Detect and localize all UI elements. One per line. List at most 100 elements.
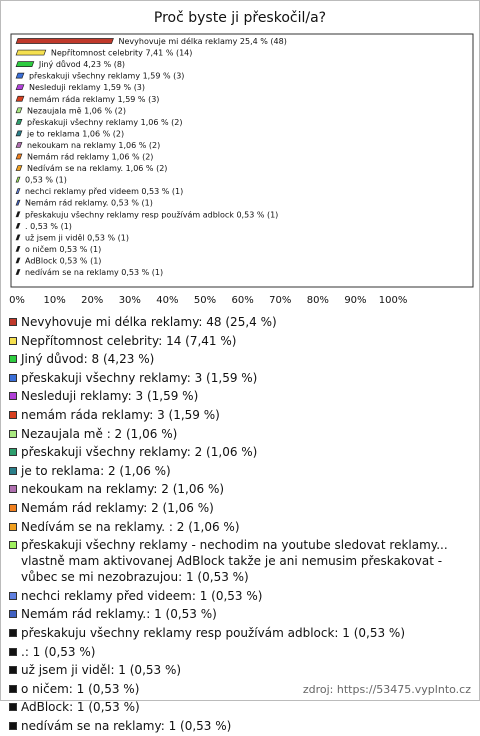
legend-label: AdBlock: 1 (0,53 %)	[21, 700, 140, 715]
legend-label: nekoukam na reklamy: 2 (1,06 %)	[21, 482, 225, 497]
bar	[15, 95, 25, 102]
legend-item: nekoukam na reklamy: 2 (1,06 %)	[9, 481, 471, 497]
bar-label: Nemám rád reklamy. 0,53 % (1)	[25, 199, 153, 208]
x-tick-label: 30%	[119, 295, 141, 306]
legend-label: nedívám se na reklamy: 1 (0,53 %)	[21, 718, 232, 733]
legend-swatch	[9, 591, 17, 600]
legend-label: Nemám rád reklamy: 2 (1,06 %)	[21, 500, 214, 515]
bar-label: Nezaujala mě 1,06 % (2)	[27, 106, 126, 115]
legend-label: Nedívám se na reklamy. : 2 (1,06 %)	[21, 519, 240, 534]
legend-item: Nepřítomnost celebrity: 14 (7,41 %)	[9, 333, 471, 349]
legend-item: nechci reklamy před videem: 1 (0,53 %)	[9, 588, 471, 604]
legend-label: o ničem: 1 (0,53 %)	[21, 681, 140, 696]
bar-label: . 0,53 % (1)	[25, 222, 72, 231]
legend-swatch	[9, 485, 17, 494]
legend-label: je to reklama: 2 (1,06 %)	[21, 463, 171, 478]
legend-label: Jiný důvod: 8 (4,23 %)	[21, 352, 155, 367]
legend-swatch	[9, 541, 17, 550]
x-tick-label: 10%	[43, 295, 65, 306]
bar	[15, 246, 21, 252]
bar	[15, 84, 25, 91]
chart: 0% 10% 20% 30% 40% 50% 60% 70% 80% 90% 100% Nevyhov…	[9, 33, 474, 306]
x-tick-label: 50%	[194, 295, 216, 306]
bar	[15, 142, 23, 148]
bar	[15, 188, 21, 194]
legend-swatch	[9, 336, 17, 345]
legend-swatch	[9, 684, 17, 693]
legend-label: přeskakuju všechny reklamy resp používám…	[21, 625, 406, 640]
x-tick-label: 80%	[307, 295, 329, 306]
legend-item: o ničem: 1 (0,53 %)	[9, 681, 471, 697]
legend-label: nemám ráda reklamy: 3 (1,59 %)	[21, 407, 220, 422]
legend-item: přeskakuji všechny reklamy: 3 (1,59 %)	[9, 370, 471, 386]
bar	[15, 165, 23, 171]
bar	[15, 49, 47, 56]
bar-label: přeskakuji všechny reklamy 1,06 % (2)	[27, 117, 182, 127]
legend-swatch	[9, 666, 17, 675]
legend-item: .: 1 (0,53 %)	[9, 644, 471, 660]
legend-item: AdBlock: 1 (0,53 %)	[9, 699, 471, 715]
x-tick-label: 0%	[9, 295, 25, 306]
bar-label: přeskakuji všechny reklamy 1,59 % (3)	[29, 71, 184, 81]
legend-swatch	[9, 466, 17, 475]
bar-label: AdBlock 0,53 % (1)	[25, 256, 101, 265]
bar-label: 0,53 % (1)	[25, 176, 67, 185]
bar	[15, 72, 25, 79]
bar-label: přeskakuju všechny reklamy resp používám…	[25, 209, 278, 219]
legend-label: Nezaujala mě : 2 (1,06 %)	[21, 426, 178, 441]
bar-label: je to reklama 1,06 % (2)	[26, 129, 124, 138]
bar	[15, 234, 21, 241]
bar-label: nemám ráda reklamy 1,59 % (3)	[29, 95, 159, 104]
bar-label: Jiný důvod 4,23 % (8)	[38, 59, 125, 69]
bar	[15, 211, 21, 218]
legend-swatch	[9, 429, 17, 438]
bar	[15, 176, 21, 183]
legend-label: přeskakuji všechny reklamy - nechodim na…	[21, 538, 448, 585]
legend-swatch	[9, 373, 17, 382]
bar-label: o ničem 0,53 % (1)	[25, 244, 101, 254]
legend-swatch	[9, 503, 17, 512]
bar	[15, 257, 21, 264]
x-tick-label: 60%	[232, 295, 254, 306]
legend-item: nedívám se na reklamy: 1 (0,53 %)	[9, 718, 471, 734]
bar	[15, 153, 23, 160]
legend-swatch	[9, 448, 17, 457]
legend-label: přeskakuji všechny reklamy: 3 (1,59 %)	[21, 370, 258, 385]
legend-item: Nesleduji reklamy: 3 (1,59 %)	[9, 388, 471, 404]
plot-area	[10, 33, 474, 288]
legend-item: Jiný důvod: 8 (4,23 %)	[9, 351, 471, 367]
legend-label: Nevyhovuje mi délka reklamy: 48 (25,4 %)	[21, 315, 277, 329]
bar	[15, 269, 21, 275]
chart-title: Proč byste ji přeskočil/a?	[153, 10, 327, 26]
bar	[15, 222, 21, 229]
x-tick-label: 20%	[81, 295, 103, 306]
legend-label: přeskakuji všechny reklamy: 2 (1,06 %)	[21, 445, 258, 460]
bar-label: Nedívám se na reklamy. 1,06 % (2)	[27, 164, 167, 173]
legend-swatch	[9, 610, 17, 619]
legend-item: přeskakuji všechny reklamy - nechodim na…	[9, 537, 471, 585]
legend-item: nemám ráda reklamy: 3 (1,59 %)	[9, 407, 471, 423]
legend-label: nechci reklamy před videem: 1 (0,53 %)	[21, 588, 263, 603]
bar	[15, 107, 23, 114]
x-tick-label: 70%	[269, 295, 291, 306]
legend-item: Nedívám se na reklamy. : 2 (1,06 %)	[9, 519, 471, 535]
legend-swatch	[9, 522, 17, 531]
bar-label: už jsem ji viděl 0,53 % (1)	[25, 233, 129, 242]
bar-label: Nevyhovuje mi délka reklamy 25,4 % (48)	[119, 36, 287, 46]
bar-label: Nepřítomnost celebrity 7,41 % (14)	[51, 49, 193, 58]
legend-swatch	[9, 721, 17, 730]
bar-label: nedívám se na reklamy 0,53 % (1)	[25, 268, 163, 277]
x-tick-label: 40%	[156, 295, 178, 306]
legend-item: přeskakuji všechny reklamy: 2 (1,06 %)	[9, 444, 471, 460]
legend: Nevyhovuje mi délka reklamy: 48 (25,4 %)…	[9, 314, 471, 736]
legend-item: Nemám rád reklamy: 2 (1,06 %)	[9, 500, 471, 516]
legend-item: Nezaujala mě : 2 (1,06 %)	[9, 426, 471, 442]
legend-swatch	[9, 703, 17, 712]
legend-item: je to reklama: 2 (1,06 %)	[9, 463, 471, 479]
legend-swatch	[9, 392, 17, 401]
x-tick-label: 100%	[379, 295, 408, 306]
bar-label: nechci reklamy před videem 0,53 % (1)	[25, 187, 183, 196]
bar	[15, 199, 21, 206]
legend-swatch	[9, 628, 17, 637]
